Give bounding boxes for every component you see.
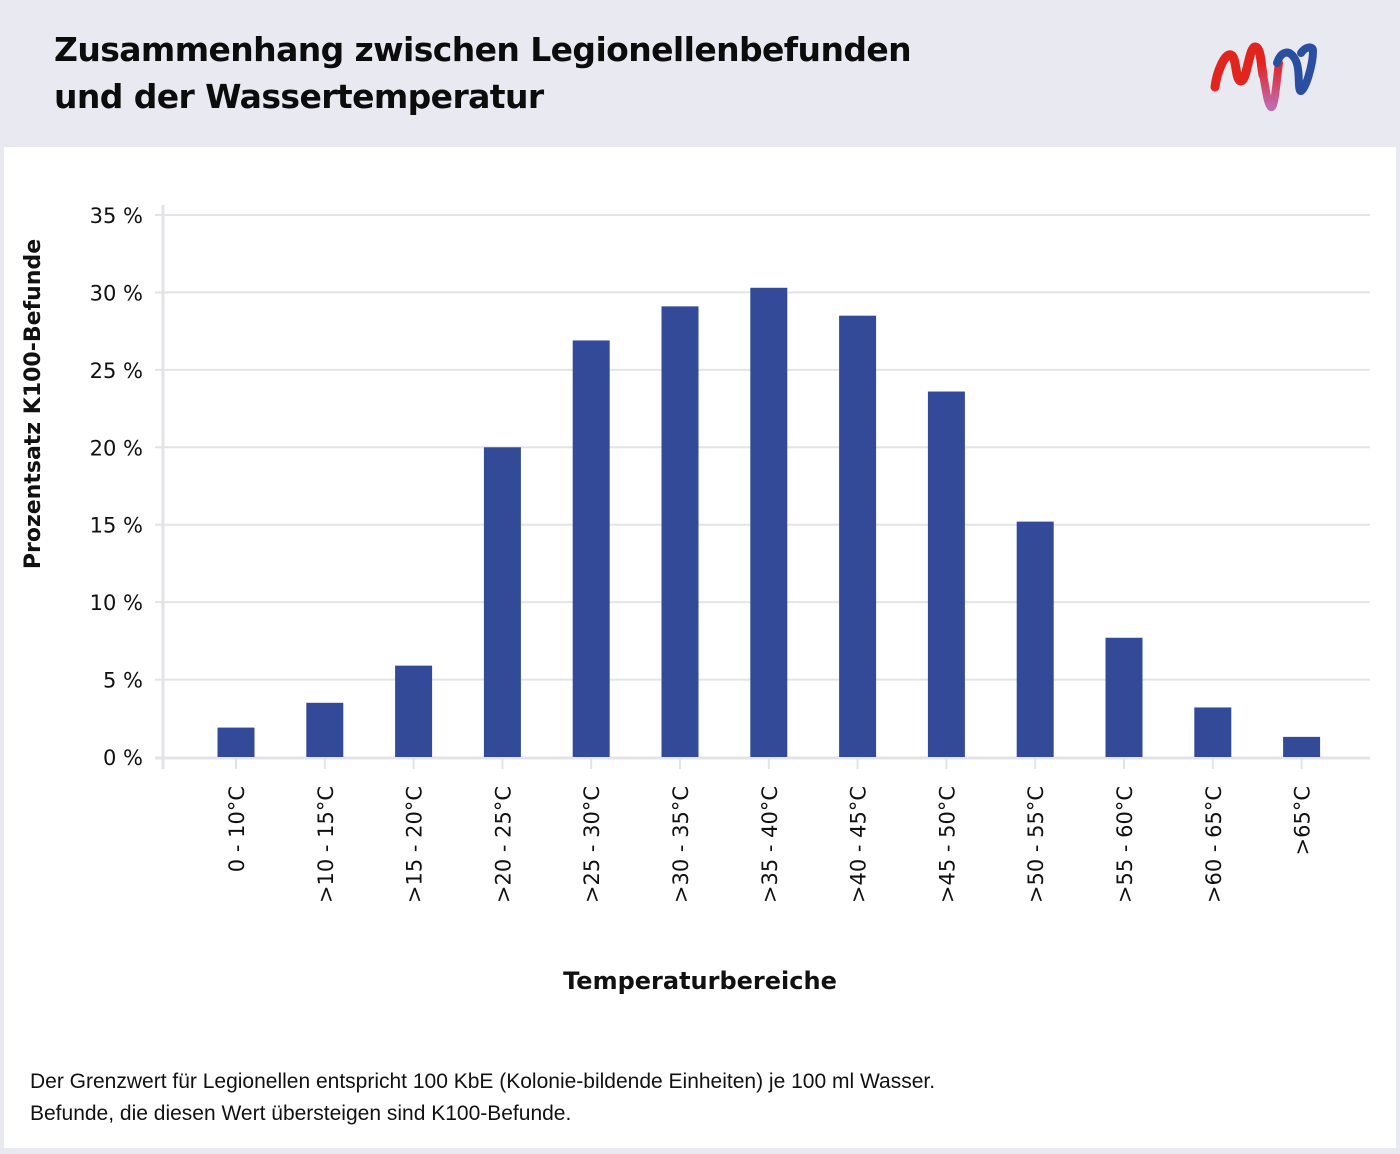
y-axis-title: Prozentsatz K100-Befunde — [21, 239, 46, 569]
y-tick-label: 20 % — [90, 436, 143, 460]
x-tick-label: >55 - 60°C — [1113, 786, 1137, 903]
footnote-line-2: Befunde, die diesen Wert übersteigen sin… — [30, 1102, 572, 1125]
logo-stroke-blue — [1273, 43, 1317, 95]
mvv-logo-icon — [1210, 42, 1317, 112]
x-axis-title: Temperaturbereiche — [563, 967, 837, 995]
bar — [306, 702, 344, 757]
y-tick-label: 35 % — [90, 204, 143, 228]
x-tick-label: 0 - 10°C — [225, 786, 249, 872]
bar — [1283, 736, 1321, 757]
x-tick-label: >30 - 35°C — [669, 786, 693, 903]
x-tick-label: >15 - 20°C — [403, 786, 427, 903]
bar — [395, 665, 433, 757]
title-line-1: Zusammenhang zwischen Legionellenbefunde… — [54, 30, 912, 69]
x-tick-label: >10 - 15°C — [314, 786, 338, 903]
bar — [483, 447, 521, 757]
bar — [572, 340, 610, 757]
bars — [217, 287, 1321, 757]
x-tick-label: >35 - 40°C — [758, 786, 782, 903]
title-line-2: und der Wassertemperatur — [54, 77, 544, 116]
chart-card — [4, 147, 1396, 1148]
bar — [1105, 637, 1143, 757]
logo-stroke-red — [1210, 42, 1268, 92]
bar — [927, 391, 965, 757]
y-axis-ticks: 0 % 5 % 10 % 15 % 20 % 25 % 30 % 35 % — [90, 204, 143, 770]
y-tick-label: 0 % — [103, 746, 143, 770]
bar — [217, 727, 255, 757]
x-tick-label: >60 - 65°C — [1202, 786, 1226, 903]
x-tick-label: >45 - 50°C — [935, 786, 959, 903]
x-tick-label: >20 - 25°C — [491, 786, 515, 903]
logo-stroke-purple — [1257, 59, 1283, 112]
y-tick-label: 15 % — [90, 514, 143, 538]
footnote-line-1: Der Grenzwert für Legionellen entspricht… — [30, 1070, 936, 1093]
header: Zusammenhang zwischen Legionellenbefunde… — [0, 0, 1400, 147]
x-tick-label: >50 - 55°C — [1024, 786, 1048, 903]
bar — [661, 306, 699, 757]
bar — [1016, 521, 1054, 757]
x-tick-label: >40 - 45°C — [847, 786, 871, 903]
bar — [1194, 707, 1232, 757]
bar — [839, 315, 877, 757]
y-tick-label: 10 % — [90, 591, 143, 615]
bar — [750, 287, 788, 757]
chart-title: Zusammenhang zwischen Legionellenbefunde… — [54, 26, 912, 120]
y-tick-label: 30 % — [90, 281, 143, 305]
bar-chart: 0 % 5 % 10 % 15 % 20 % 25 % 30 % 35 % 0 - 10°C >… — [21, 204, 1370, 995]
footnote: Der Grenzwert für Legionellen entspricht… — [30, 1066, 935, 1130]
x-axis-ticks: 0 - 10°C >10 - 15°C >15 - 20°C >20 - 25°C >2… — [225, 759, 1315, 903]
x-tick-label: >65°C — [1291, 786, 1315, 855]
y-tick-label: 25 % — [90, 359, 143, 383]
y-tick-label: 5 % — [103, 669, 143, 693]
x-tick-label: >25 - 30°C — [580, 786, 604, 903]
